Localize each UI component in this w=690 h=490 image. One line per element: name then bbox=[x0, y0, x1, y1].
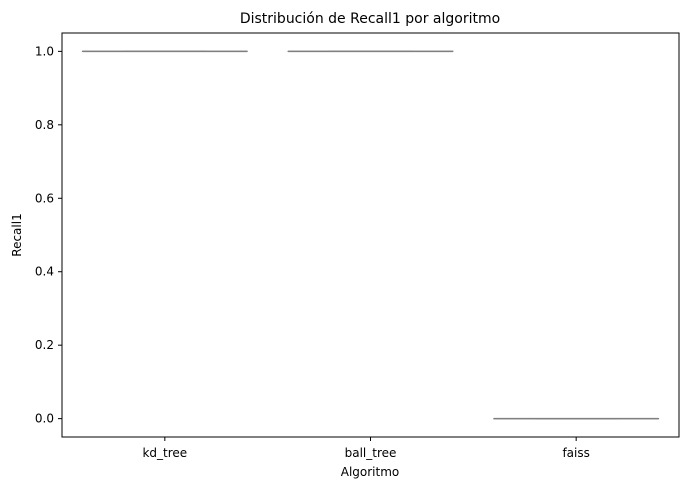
box-series bbox=[81, 50, 660, 420]
y-tick-label: 0.6 bbox=[35, 191, 54, 205]
y-axis-label: Recall1 bbox=[10, 213, 24, 256]
y-tick-label: 0.8 bbox=[35, 118, 54, 132]
x-axis-label: Algoritmo bbox=[341, 465, 400, 479]
plot-area bbox=[61, 32, 680, 438]
x-axis: kd_tree ball_tree faiss bbox=[142, 437, 590, 460]
y-axis: 0.0 0.2 0.4 0.6 0.8 1.0 bbox=[35, 44, 62, 426]
x-tick-label: faiss bbox=[562, 446, 589, 460]
x-tick-label: kd_tree bbox=[142, 446, 187, 460]
y-tick-label: 0.4 bbox=[35, 265, 54, 279]
y-tick-label: 1.0 bbox=[35, 44, 54, 58]
y-tick-label: 0.2 bbox=[35, 338, 54, 352]
x-tick-label: ball_tree bbox=[345, 446, 397, 460]
chart-title: Distribución de Recall1 por algoritmo bbox=[240, 11, 500, 27]
y-tick-label: 0.0 bbox=[35, 412, 54, 426]
